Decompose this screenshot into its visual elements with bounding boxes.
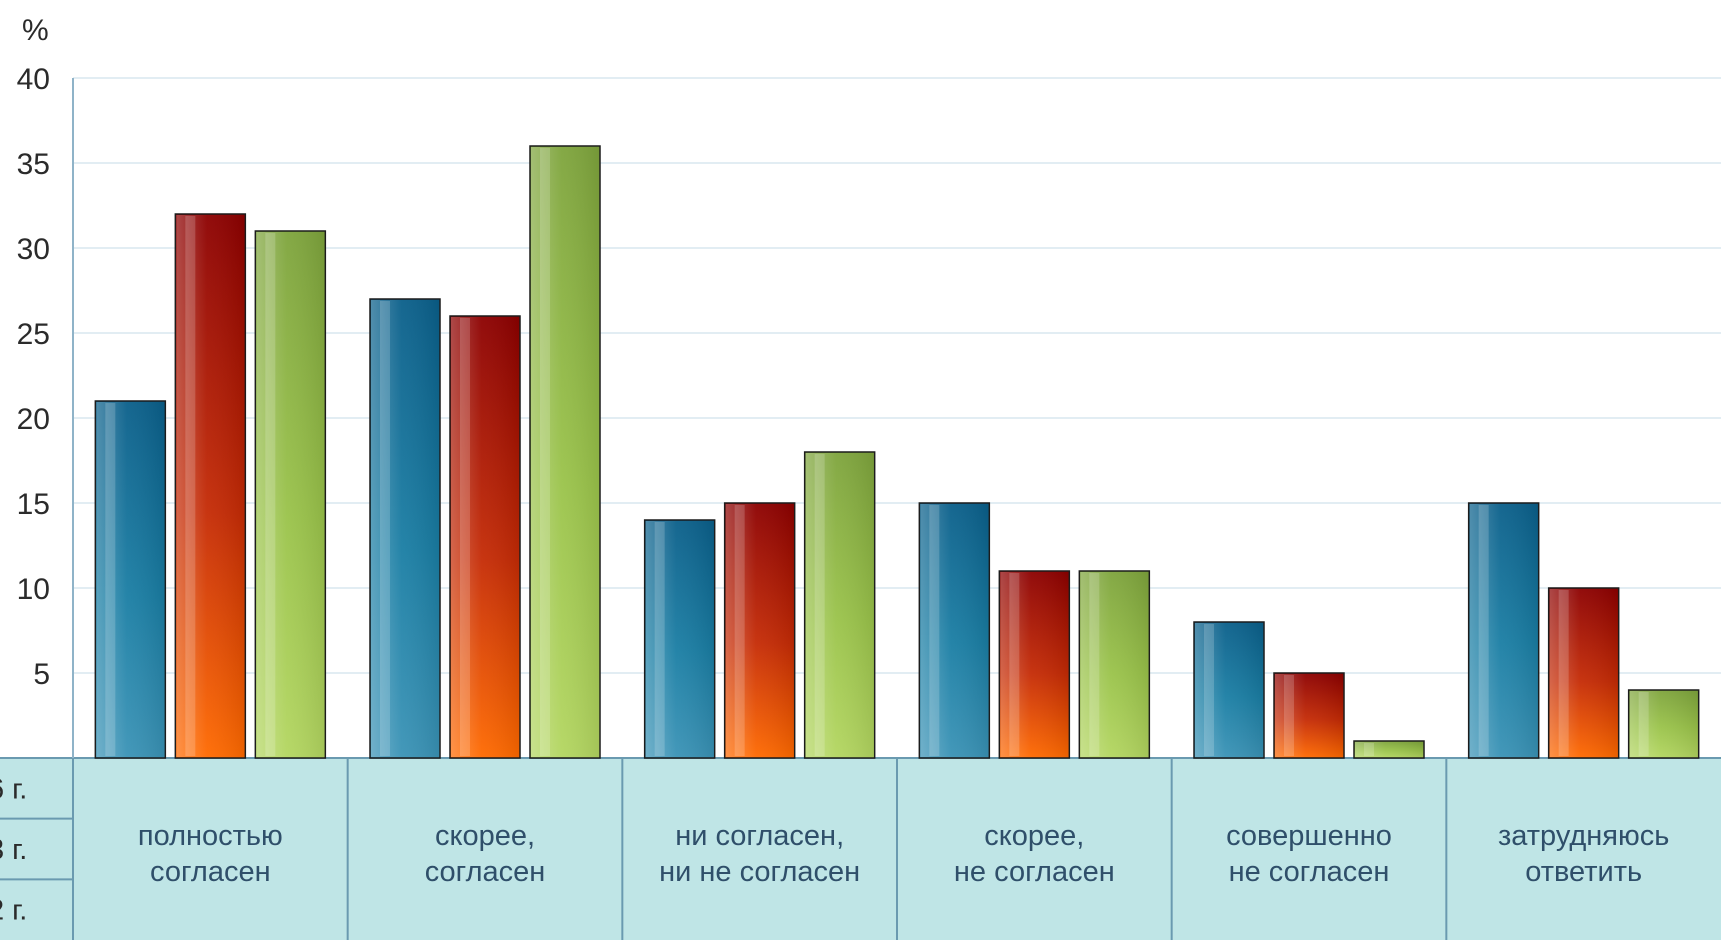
grid-lines <box>73 77 1721 674</box>
category-label-1: скорее, согласен <box>425 820 546 888</box>
bar-highlight <box>1275 674 1343 757</box>
bar-1-1 <box>449 315 521 759</box>
bars <box>94 145 1700 759</box>
bar-highlight <box>531 147 599 757</box>
category-label-4-line-0: совершенно <box>1226 820 1392 852</box>
y-tick-labels: 5 10 15 20 25 30 35 40 <box>17 63 50 691</box>
y-tick-label-35: 35 <box>17 148 50 181</box>
category-label-3: скорее, не согласен <box>954 820 1115 888</box>
bar-highlight <box>256 232 325 757</box>
bar-2-2 <box>803 451 876 759</box>
y-tick-label-30: 30 <box>17 233 50 266</box>
bar-2-0 <box>643 519 716 759</box>
bar-5-2 <box>1627 689 1700 759</box>
bar-highlight <box>805 453 874 757</box>
category-label-5-line-1: ответить <box>1525 856 1642 888</box>
bar-shine <box>265 233 276 756</box>
bar-highlight <box>920 504 989 757</box>
bar-highlight <box>725 504 794 757</box>
bar-3-0 <box>918 502 991 759</box>
bar-highlight <box>1195 623 1263 757</box>
legend-row-label-2: 2 г. <box>0 895 27 927</box>
bar-shine <box>1558 590 1569 756</box>
category-label-5: затрудняюсь ответить <box>1498 820 1669 888</box>
bar-shine <box>380 301 390 756</box>
y-axis-unit-label: % <box>22 14 49 47</box>
bar-3-2 <box>1078 570 1151 759</box>
bar-highlight <box>1000 572 1069 757</box>
bar-5-1 <box>1547 587 1620 759</box>
bar-0-2 <box>254 230 327 759</box>
bar-highlight <box>371 300 439 757</box>
bar-1-0 <box>369 298 441 759</box>
bar-0-0 <box>94 400 167 759</box>
y-tick-label-25: 25 <box>17 318 50 351</box>
y-tick-label-10: 10 <box>17 573 50 606</box>
bar-shine <box>1364 743 1374 756</box>
bar-shine <box>1089 573 1100 756</box>
legend-row-label-0: 6 г. <box>0 773 27 805</box>
category-label-2-line-0: ни согласен, <box>675 820 844 852</box>
bar-highlight <box>1549 589 1618 757</box>
bar-shine <box>1284 675 1294 756</box>
bar-highlight <box>1469 504 1538 757</box>
category-label-2: ни согласен, ни не согласен <box>659 820 860 888</box>
bar-2-1 <box>723 502 796 759</box>
y-tick-label-20: 20 <box>17 403 50 436</box>
bar-highlight <box>1355 742 1423 757</box>
category-label-2-line-1: ни не согласен <box>659 856 860 888</box>
bar-shine <box>1009 573 1020 756</box>
bar-5-0 <box>1467 502 1540 759</box>
bar-highlight <box>1080 572 1149 757</box>
category-label-1-line-0: скорее, <box>435 820 535 852</box>
bar-shine <box>814 454 825 756</box>
data-table: 6 г. 3 г. 2 г. полностью согласен скорее, согл… <box>0 757 1721 940</box>
bar-shine <box>185 216 196 756</box>
legend-row-label-1: 3 г. <box>0 834 27 866</box>
bar-shine <box>540 148 550 756</box>
category-label-0: полностью согласен <box>138 820 283 888</box>
y-tick-label-5: 5 <box>33 658 50 691</box>
bar-highlight <box>176 215 245 757</box>
bar-highlight <box>451 317 519 757</box>
bar-4-1 <box>1273 672 1345 759</box>
y-tick-label-40: 40 <box>17 63 50 96</box>
category-label-4: совершенно не согласен <box>1226 820 1392 888</box>
bar-highlight <box>96 402 165 757</box>
bar-shine <box>1638 692 1649 756</box>
bar-highlight <box>645 521 714 757</box>
bar-shine <box>1204 624 1214 756</box>
category-label-1-line-1: согласен <box>425 856 546 888</box>
category-label-3-line-1: не согласен <box>954 856 1115 888</box>
bar-highlight <box>1629 691 1698 757</box>
bar-shine <box>105 403 116 756</box>
bar-shine <box>929 505 940 756</box>
bar-shine <box>654 522 665 756</box>
category-label-4-line-1: не согласен <box>1229 856 1390 888</box>
bar-1-2 <box>529 145 601 759</box>
table-background <box>0 758 1721 940</box>
bar-3-1 <box>998 570 1071 759</box>
category-label-3-line-0: скорее, <box>984 820 1084 852</box>
bar-0-1 <box>174 213 247 759</box>
bar-shine <box>460 318 470 756</box>
y-tick-label-15: 15 <box>17 488 50 521</box>
bar-4-0 <box>1193 621 1265 759</box>
bar-4-2 <box>1353 740 1425 759</box>
category-label-5-line-0: затрудняюсь <box>1498 820 1669 852</box>
bar-shine <box>734 505 745 756</box>
bar-shine <box>1478 505 1489 756</box>
category-label-0-line-0: полностью <box>138 820 283 852</box>
category-label-0-line-1: согласен <box>150 856 271 888</box>
